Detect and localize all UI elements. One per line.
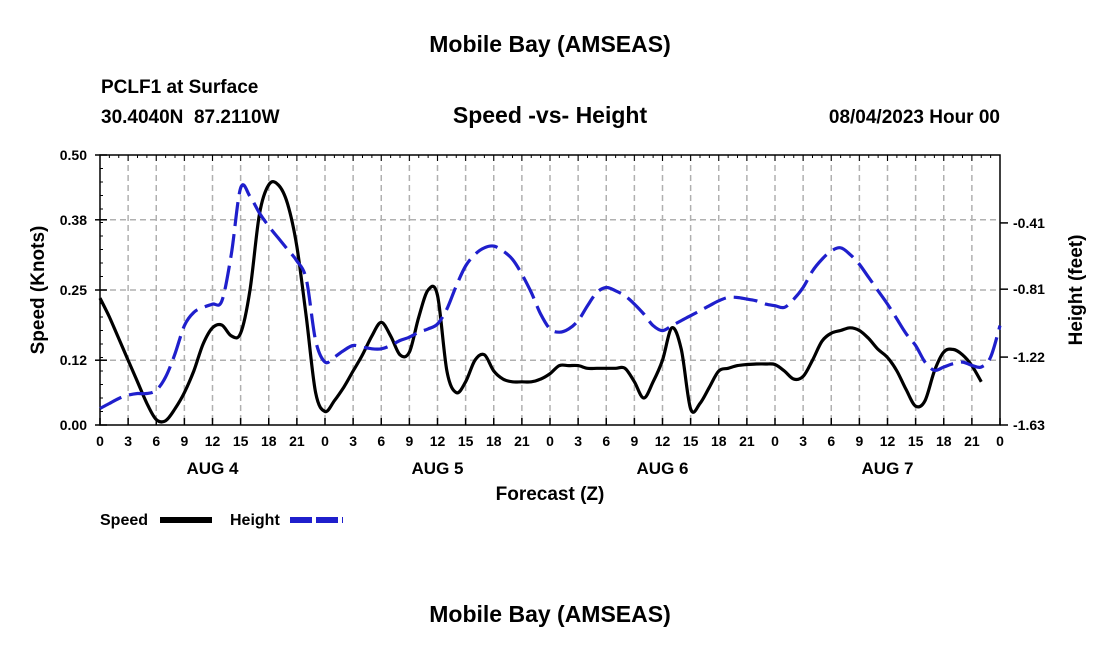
x-tick-label: 3 (349, 433, 357, 449)
x-tick-label: 6 (152, 433, 160, 449)
x-tick-label: 12 (655, 433, 671, 449)
x-tick-label: 15 (908, 433, 924, 449)
series-line-height (99, 183, 1002, 410)
day-label: AUG 4 (187, 459, 240, 478)
y-left-tick-label: 0.12 (60, 352, 87, 368)
x-tick-label: 15 (233, 433, 249, 449)
x-tick-label: 3 (574, 433, 582, 449)
x-tick-label: 21 (964, 433, 980, 449)
x-tick-label: 21 (514, 433, 530, 449)
axes: 0 3 6 9 12 15 18 21 0 3 6 9 12 15 18 21 0 3 6 9 12 15 18 21 0 3 6 9… (28, 147, 1087, 505)
legend-height-label: Height (230, 512, 280, 529)
day-label: AUG 5 (412, 459, 464, 478)
grid (100, 155, 1000, 425)
x-tick-label: 0 (96, 433, 104, 449)
x-tick-label: 12 (430, 433, 446, 449)
x-tick-label: 0 (321, 433, 329, 449)
y-right-tick-label: -1.63 (1013, 417, 1045, 433)
x-tick-label: 3 (124, 433, 132, 449)
page-title: Mobile Bay (AMSEAS) (429, 31, 671, 57)
y-right-tick-label: -0.81 (1013, 281, 1045, 297)
y-left-tick-label: 0.25 (60, 282, 87, 298)
day-label: AUG 6 (637, 459, 689, 478)
x-tick-label: 9 (180, 433, 188, 449)
series-line-speed (98, 180, 983, 424)
series (98, 180, 1002, 424)
x-tick-label: 21 (739, 433, 755, 449)
y-left-axis-label: Speed (Knots) (28, 226, 49, 355)
x-tick-label: 6 (377, 433, 385, 449)
x-tick-label: 12 (880, 433, 896, 449)
y-left-tick-label: 0.50 (60, 147, 87, 163)
x-tick-label: 18 (711, 433, 727, 449)
x-tick-label: 9 (855, 433, 863, 449)
x-tick-label: 3 (799, 433, 807, 449)
x-tick-label: 0 (771, 433, 779, 449)
chart-title: Speed -vs- Height (452, 102, 648, 128)
x-tick-label: 9 (630, 433, 638, 449)
y-right-tick-label: -1.22 (1013, 349, 1045, 365)
x-tick-label: 12 (205, 433, 221, 449)
x-tick-label: 15 (458, 433, 474, 449)
y-left-tick-label: 0.38 (60, 212, 87, 228)
x-tick-label: 21 (289, 433, 305, 449)
forecast-datetime: 08/04/2023 Hour 00 (828, 107, 1000, 128)
y-right-tick-label: -0.41 (1013, 215, 1045, 231)
x-tick-label: 6 (827, 433, 835, 449)
y-right-axis-label: Height (feet) (1066, 235, 1087, 346)
x-tick-label: 18 (261, 433, 277, 449)
legend: Speed Height (100, 512, 343, 529)
coordinates-label: 30.4040N 87.2110W (101, 107, 280, 128)
y-left-tick-label: 0.00 (60, 417, 87, 433)
x-tick-label: 18 (936, 433, 952, 449)
x-axis-label: Forecast (Z) (496, 484, 605, 505)
station-label: PCLF1 at Surface (101, 77, 259, 98)
x-tick-label: 0 (996, 433, 1004, 449)
x-tick-label: 0 (546, 433, 554, 449)
x-tick-label: 9 (405, 433, 413, 449)
footer-title: Mobile Bay (AMSEAS) (429, 601, 671, 627)
day-label: AUG 7 (862, 459, 914, 478)
x-tick-label: 18 (486, 433, 502, 449)
legend-speed-label: Speed (100, 512, 148, 529)
x-tick-label: 15 (683, 433, 699, 449)
x-tick-label: 6 (602, 433, 610, 449)
